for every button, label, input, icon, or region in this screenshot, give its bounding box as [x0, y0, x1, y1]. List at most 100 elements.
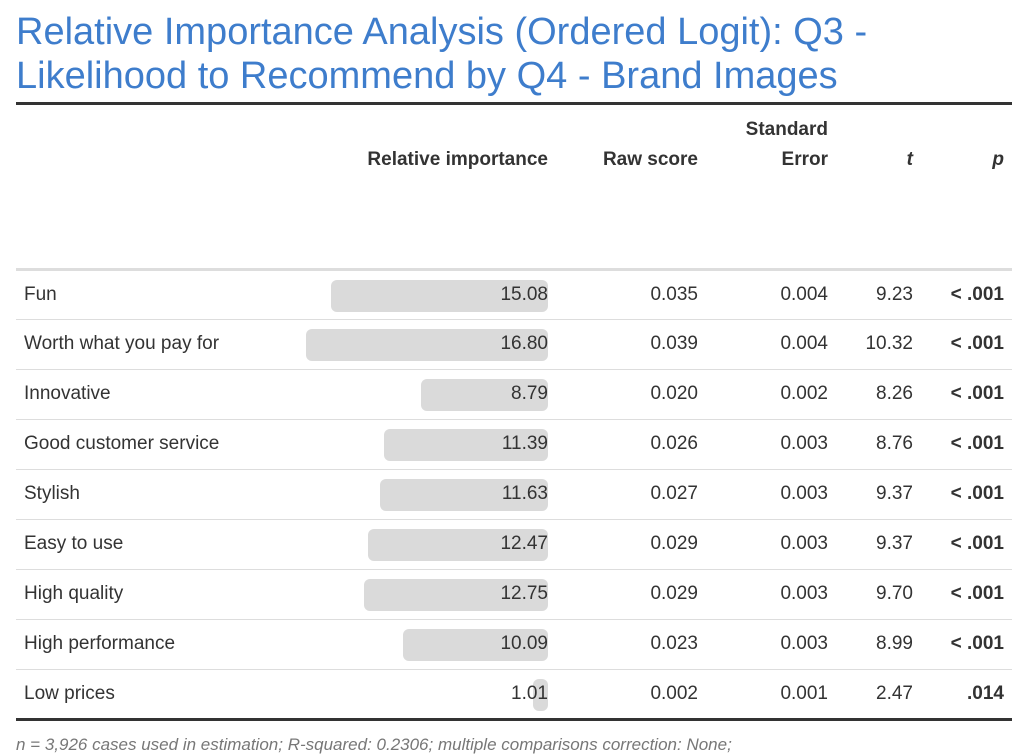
row-t-cell: 8.76: [836, 419, 921, 470]
row-relative-importance: 8.79: [511, 383, 548, 404]
results-table: Relative importance Raw score Standard Er…: [16, 105, 1012, 721]
row-raw-score: 0.023: [650, 633, 698, 654]
row-relative-importance-cell: 8.79: [306, 369, 556, 420]
importance-bar: [364, 578, 548, 611]
row-raw-score-cell: 0.020: [556, 369, 706, 420]
row-relative-importance-cell: 16.80: [306, 319, 556, 370]
row-raw-score: 0.002: [650, 682, 698, 704]
table-row: Innovative 8.79 0.020 0.002 8.26 < .001: [16, 369, 1012, 420]
row-raw-score-cell: 0.039: [556, 319, 706, 370]
row-standard-error-cell: 0.002: [706, 369, 836, 420]
row-label: Stylish: [24, 483, 80, 504]
row-p: < .001: [950, 633, 1004, 654]
footnote: n = 3,926 cases used in estimation; R-sq…: [16, 734, 732, 754]
row-standard-error-cell: 0.003: [706, 569, 836, 620]
importance-bar: [368, 528, 548, 561]
row-t: 8.99: [876, 633, 913, 654]
row-p-cell: < .001: [921, 519, 1012, 570]
row-t-cell: 9.37: [836, 469, 921, 520]
row-relative-importance: 11.63: [501, 483, 548, 504]
row-relative-importance-cell: 1.01: [306, 669, 556, 721]
row-p-cell: < .001: [921, 269, 1012, 320]
row-standard-error: 0.002: [780, 383, 828, 404]
header-standard-error: Standard Error: [706, 105, 836, 187]
row-t-cell: 8.99: [836, 619, 921, 670]
row-t: 9.37: [876, 483, 913, 504]
row-standard-error-cell: 0.003: [706, 619, 836, 670]
row-t: 8.76: [876, 433, 913, 454]
row-t-cell: 8.26: [836, 369, 921, 420]
row-t: 8.26: [876, 383, 913, 404]
table-row: High quality 12.75 0.029 0.003 9.70 < .001: [16, 569, 1012, 620]
row-raw-score: 0.039: [650, 333, 698, 354]
table-row: Low prices 1.01 0.002 0.001 2.47 .014: [16, 669, 1012, 721]
row-p: < .001: [950, 533, 1004, 554]
row-raw-score: 0.027: [650, 483, 698, 504]
row-raw-score-cell: 0.029: [556, 519, 706, 570]
row-t-cell: 9.37: [836, 519, 921, 570]
row-standard-error-cell: 0.004: [706, 319, 836, 370]
row-p-cell: < .001: [921, 319, 1012, 370]
row-label: Innovative: [24, 383, 111, 404]
row-relative-importance: 1.01: [511, 682, 548, 704]
table-row: Good customer service 11.39 0.026 0.003 8.76…: [16, 419, 1012, 470]
row-p-cell: .014: [921, 669, 1012, 721]
row-t-cell: 9.23: [836, 269, 921, 320]
row-label: Low prices: [24, 682, 115, 704]
row-label-cell: Fun: [16, 269, 306, 320]
row-p-cell: < .001: [921, 619, 1012, 670]
row-label-cell: Low prices: [16, 669, 306, 721]
header-relative-importance: Relative importance: [367, 149, 548, 170]
row-p-cell: < .001: [921, 569, 1012, 620]
row-t: 9.23: [876, 283, 913, 305]
row-standard-error-cell: 0.003: [706, 469, 836, 520]
importance-bar: [383, 428, 548, 461]
row-relative-importance: 15.08: [500, 283, 548, 305]
row-relative-importance-cell: 12.47: [306, 519, 556, 570]
row-t-cell: 9.70: [836, 569, 921, 620]
row-raw-score: 0.026: [650, 433, 698, 454]
row-t-cell: 2.47: [836, 669, 921, 721]
table-row: Fun 15.08 0.035 0.004 9.23 < .001: [16, 269, 1012, 320]
row-standard-error-cell: 0.004: [706, 269, 836, 320]
title-divider: [16, 102, 1012, 105]
row-t: 9.70: [876, 583, 913, 604]
row-label-cell: High performance: [16, 619, 306, 670]
importance-bar: [330, 279, 548, 312]
row-standard-error: 0.003: [780, 433, 828, 454]
row-standard-error-cell: 0.001: [706, 669, 836, 721]
row-raw-score-cell: 0.002: [556, 669, 706, 721]
header-raw-score: Raw score: [602, 149, 698, 170]
importance-bar: [402, 628, 548, 661]
row-standard-error: 0.003: [780, 483, 828, 504]
row-raw-score-cell: 0.026: [556, 419, 706, 470]
row-standard-error: 0.003: [780, 633, 828, 654]
row-relative-importance-cell: 10.09: [306, 619, 556, 670]
row-raw-score: 0.029: [650, 583, 698, 604]
row-p: < .001: [950, 433, 1004, 454]
row-t-cell: 10.32: [836, 319, 921, 370]
row-p-cell: < .001: [921, 469, 1012, 520]
header-divider: [16, 187, 1012, 271]
row-label: Fun: [24, 283, 57, 305]
header-p: p: [992, 149, 1004, 170]
row-standard-error: 0.003: [780, 583, 828, 604]
row-relative-importance: 16.80: [500, 333, 548, 354]
table-row: Easy to use 12.47 0.029 0.003 9.37 < .001: [16, 519, 1012, 570]
row-raw-score-cell: 0.035: [556, 269, 706, 320]
row-raw-score-cell: 0.023: [556, 619, 706, 670]
importance-bar: [421, 378, 548, 411]
row-p: < .001: [950, 583, 1004, 604]
row-relative-importance: 12.47: [500, 533, 548, 554]
row-standard-error-cell: 0.003: [706, 419, 836, 470]
row-standard-error: 0.003: [780, 533, 828, 554]
row-standard-error: 0.001: [780, 682, 828, 704]
row-relative-importance-cell: 15.08: [306, 269, 556, 320]
row-relative-importance: 11.39: [501, 433, 548, 454]
header-standard-error-line2: Error: [781, 149, 828, 170]
row-raw-score: 0.029: [650, 533, 698, 554]
row-standard-error: 0.004: [780, 283, 828, 305]
row-relative-importance-cell: 11.39: [306, 419, 556, 470]
row-p: .014: [967, 682, 1004, 704]
row-label: High quality: [24, 583, 124, 604]
